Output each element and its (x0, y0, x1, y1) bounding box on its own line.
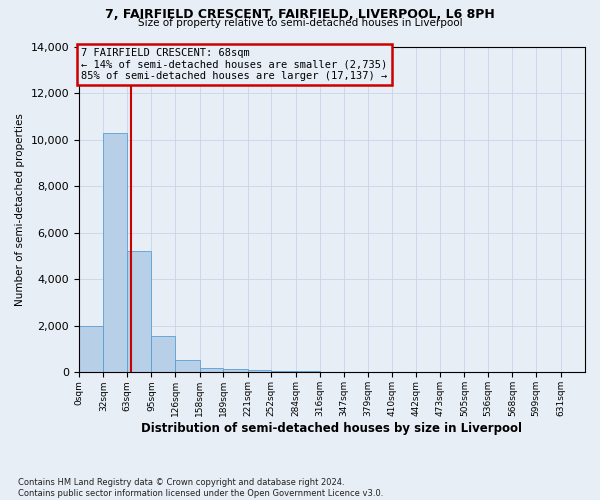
Bar (175, 360, 200, 372)
Bar (79, 326, 103, 372)
Text: 7 FAIRFIELD CRESCENT: 68sqm
← 14% of semi-detached houses are smaller (2,735)
85: 7 FAIRFIELD CRESCENT: 68sqm ← 14% of sem… (82, 48, 388, 82)
Bar (151, 336, 175, 372)
Bar (127, 252, 151, 372)
Bar (296, 371, 320, 372)
Text: Contains HM Land Registry data © Crown copyright and database right 2024.
Contai: Contains HM Land Registry data © Crown c… (18, 478, 383, 498)
Text: Size of property relative to semi-detached houses in Liverpool: Size of property relative to semi-detach… (137, 18, 463, 28)
Text: 7, FAIRFIELD CRESCENT, FAIRFIELD, LIVERPOOL, L6 8PH: 7, FAIRFIELD CRESCENT, FAIRFIELD, LIVERP… (105, 8, 495, 20)
Bar (103, 132, 127, 372)
Bar (248, 370, 271, 372)
Bar (223, 369, 248, 372)
X-axis label: Distribution of semi-detached houses by size in Liverpool: Distribution of semi-detached houses by … (142, 422, 523, 435)
Y-axis label: Number of semi-detached properties: Number of semi-detached properties (15, 113, 25, 306)
Bar (200, 368, 223, 372)
